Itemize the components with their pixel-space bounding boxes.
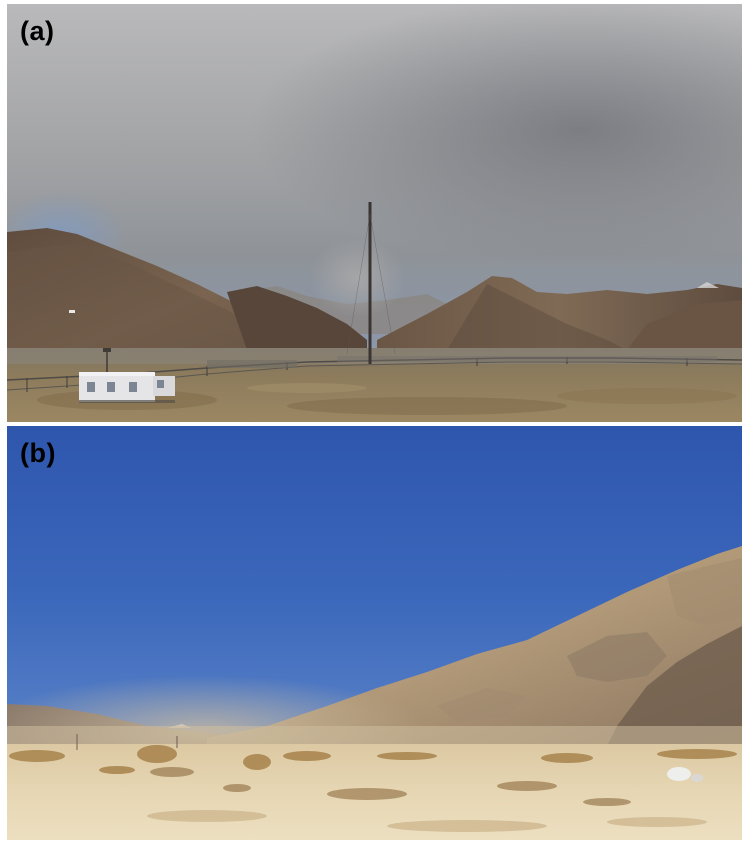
panel-label-a: (a) xyxy=(20,16,55,46)
photo-panel-a: (a) xyxy=(7,4,742,422)
photo-dusty-plain xyxy=(7,426,742,840)
photo-cloudy-valley xyxy=(7,4,742,422)
panel-label-b: (b) xyxy=(20,438,56,468)
photo-panel-b: (b) xyxy=(7,426,742,840)
